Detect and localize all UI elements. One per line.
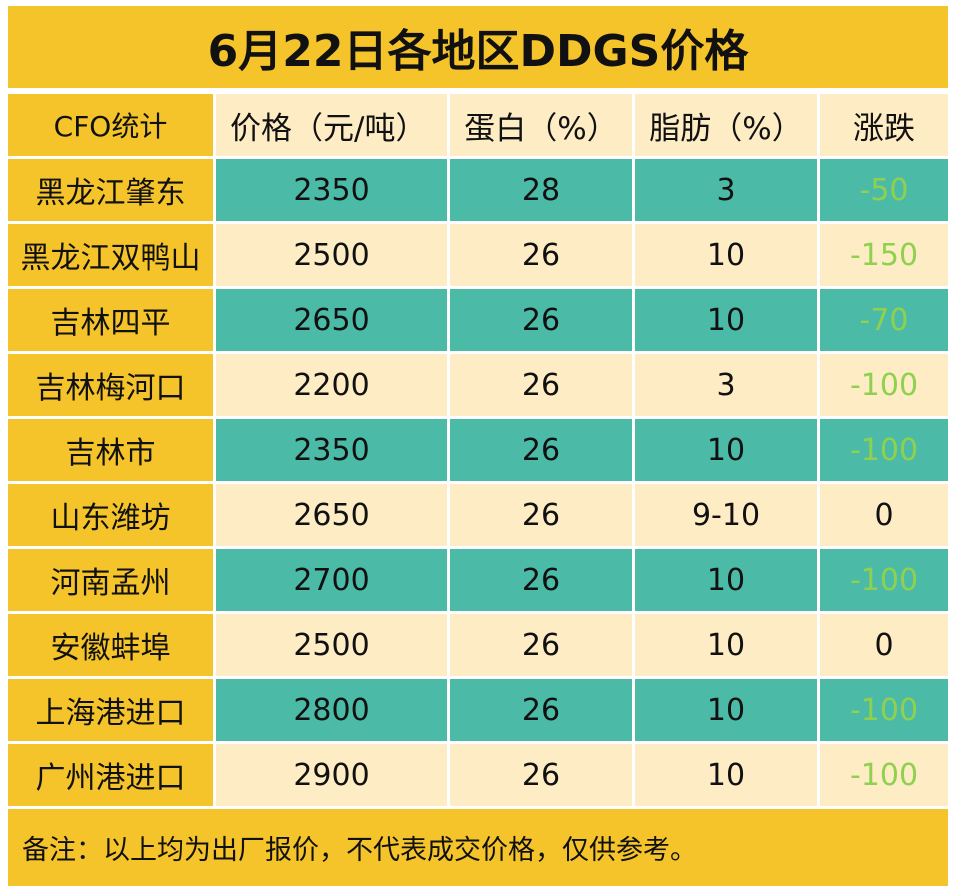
price-cell: 2200 bbox=[216, 354, 447, 416]
page-title: 6月22日各地区DDGS价格 bbox=[8, 6, 948, 88]
region-cell: 黑龙江肇东 bbox=[8, 159, 213, 221]
table-row: 黑龙江肇东 2350 28 3 -50 bbox=[8, 159, 948, 221]
fat-cell: 9-10 bbox=[635, 484, 817, 546]
price-cell: 2650 bbox=[216, 289, 447, 351]
table-row: 广州港进口 2900 26 10 -100 bbox=[8, 744, 948, 806]
change-cell: -50 bbox=[820, 159, 948, 221]
change-cell: -100 bbox=[820, 549, 948, 611]
table-row: 河南孟州 2700 26 10 -100 bbox=[8, 549, 948, 611]
region-cell: 黑龙江双鸭山 bbox=[8, 224, 213, 286]
fat-cell: 10 bbox=[635, 679, 817, 741]
header-change: 涨跌 bbox=[820, 94, 948, 156]
change-cell: -70 bbox=[820, 289, 948, 351]
table-body: 黑龙江肇东 2350 28 3 -50 黑龙江双鸭山 2500 26 10 -150 吉林四平 265… bbox=[8, 159, 948, 806]
change-cell: 0 bbox=[820, 484, 948, 546]
price-cell: 2500 bbox=[216, 224, 447, 286]
region-cell: 安徽蚌埠 bbox=[8, 614, 213, 676]
header-price: 价格（元/吨） bbox=[216, 94, 447, 156]
region-cell: 吉林市 bbox=[8, 419, 213, 481]
fat-cell: 10 bbox=[635, 744, 817, 806]
region-cell: 吉林四平 bbox=[8, 289, 213, 351]
fat-cell: 10 bbox=[635, 614, 817, 676]
protein-cell: 26 bbox=[450, 419, 632, 481]
fat-cell: 10 bbox=[635, 419, 817, 481]
price-cell: 2350 bbox=[216, 419, 447, 481]
fat-cell: 10 bbox=[635, 224, 817, 286]
table-row: 黑龙江双鸭山 2500 26 10 -150 bbox=[8, 224, 948, 286]
protein-cell: 26 bbox=[450, 744, 632, 806]
change-cell: -100 bbox=[820, 679, 948, 741]
region-cell: 上海港进口 bbox=[8, 679, 213, 741]
fat-cell: 10 bbox=[635, 549, 817, 611]
protein-cell: 26 bbox=[450, 614, 632, 676]
table-row: 吉林梅河口 2200 26 3 -100 bbox=[8, 354, 948, 416]
protein-cell: 26 bbox=[450, 484, 632, 546]
protein-cell: 26 bbox=[450, 354, 632, 416]
footnote: 备注：以上均为出厂报价，不代表成交价格，仅供参考。 bbox=[8, 809, 948, 886]
protein-cell: 26 bbox=[450, 289, 632, 351]
change-cell: 0 bbox=[820, 614, 948, 676]
price-cell: 2500 bbox=[216, 614, 447, 676]
fat-cell: 3 bbox=[635, 354, 817, 416]
price-cell: 2900 bbox=[216, 744, 447, 806]
protein-cell: 26 bbox=[450, 549, 632, 611]
change-cell: -100 bbox=[820, 744, 948, 806]
price-table: CFO统计 价格（元/吨） 蛋白（%） 脂肪（%） 涨跌 黑龙江肇东 2350 28… bbox=[8, 94, 948, 809]
table-row: 吉林四平 2650 26 10 -70 bbox=[8, 289, 948, 351]
change-cell: -100 bbox=[820, 419, 948, 481]
region-cell: 河南孟州 bbox=[8, 549, 213, 611]
table-row: 吉林市 2350 26 10 -100 bbox=[8, 419, 948, 481]
fat-cell: 3 bbox=[635, 159, 817, 221]
protein-cell: 26 bbox=[450, 224, 632, 286]
price-cell: 2700 bbox=[216, 549, 447, 611]
price-cell: 2350 bbox=[216, 159, 447, 221]
table-row: 上海港进口 2800 26 10 -100 bbox=[8, 679, 948, 741]
change-cell: -100 bbox=[820, 354, 948, 416]
fat-cell: 10 bbox=[635, 289, 817, 351]
change-cell: -150 bbox=[820, 224, 948, 286]
header-source: CFO统计 bbox=[8, 94, 213, 156]
header-protein: 蛋白（%） bbox=[450, 94, 632, 156]
header-fat: 脂肪（%） bbox=[635, 94, 817, 156]
protein-cell: 26 bbox=[450, 679, 632, 741]
price-cell: 2800 bbox=[216, 679, 447, 741]
region-cell: 山东潍坊 bbox=[8, 484, 213, 546]
region-cell: 吉林梅河口 bbox=[8, 354, 213, 416]
price-cell: 2650 bbox=[216, 484, 447, 546]
region-cell: 广州港进口 bbox=[8, 744, 213, 806]
table-row: 山东潍坊 2650 26 9-10 0 bbox=[8, 484, 948, 546]
protein-cell: 28 bbox=[450, 159, 632, 221]
table-row: 安徽蚌埠 2500 26 10 0 bbox=[8, 614, 948, 676]
table-header-row: CFO统计 价格（元/吨） 蛋白（%） 脂肪（%） 涨跌 bbox=[8, 94, 948, 156]
